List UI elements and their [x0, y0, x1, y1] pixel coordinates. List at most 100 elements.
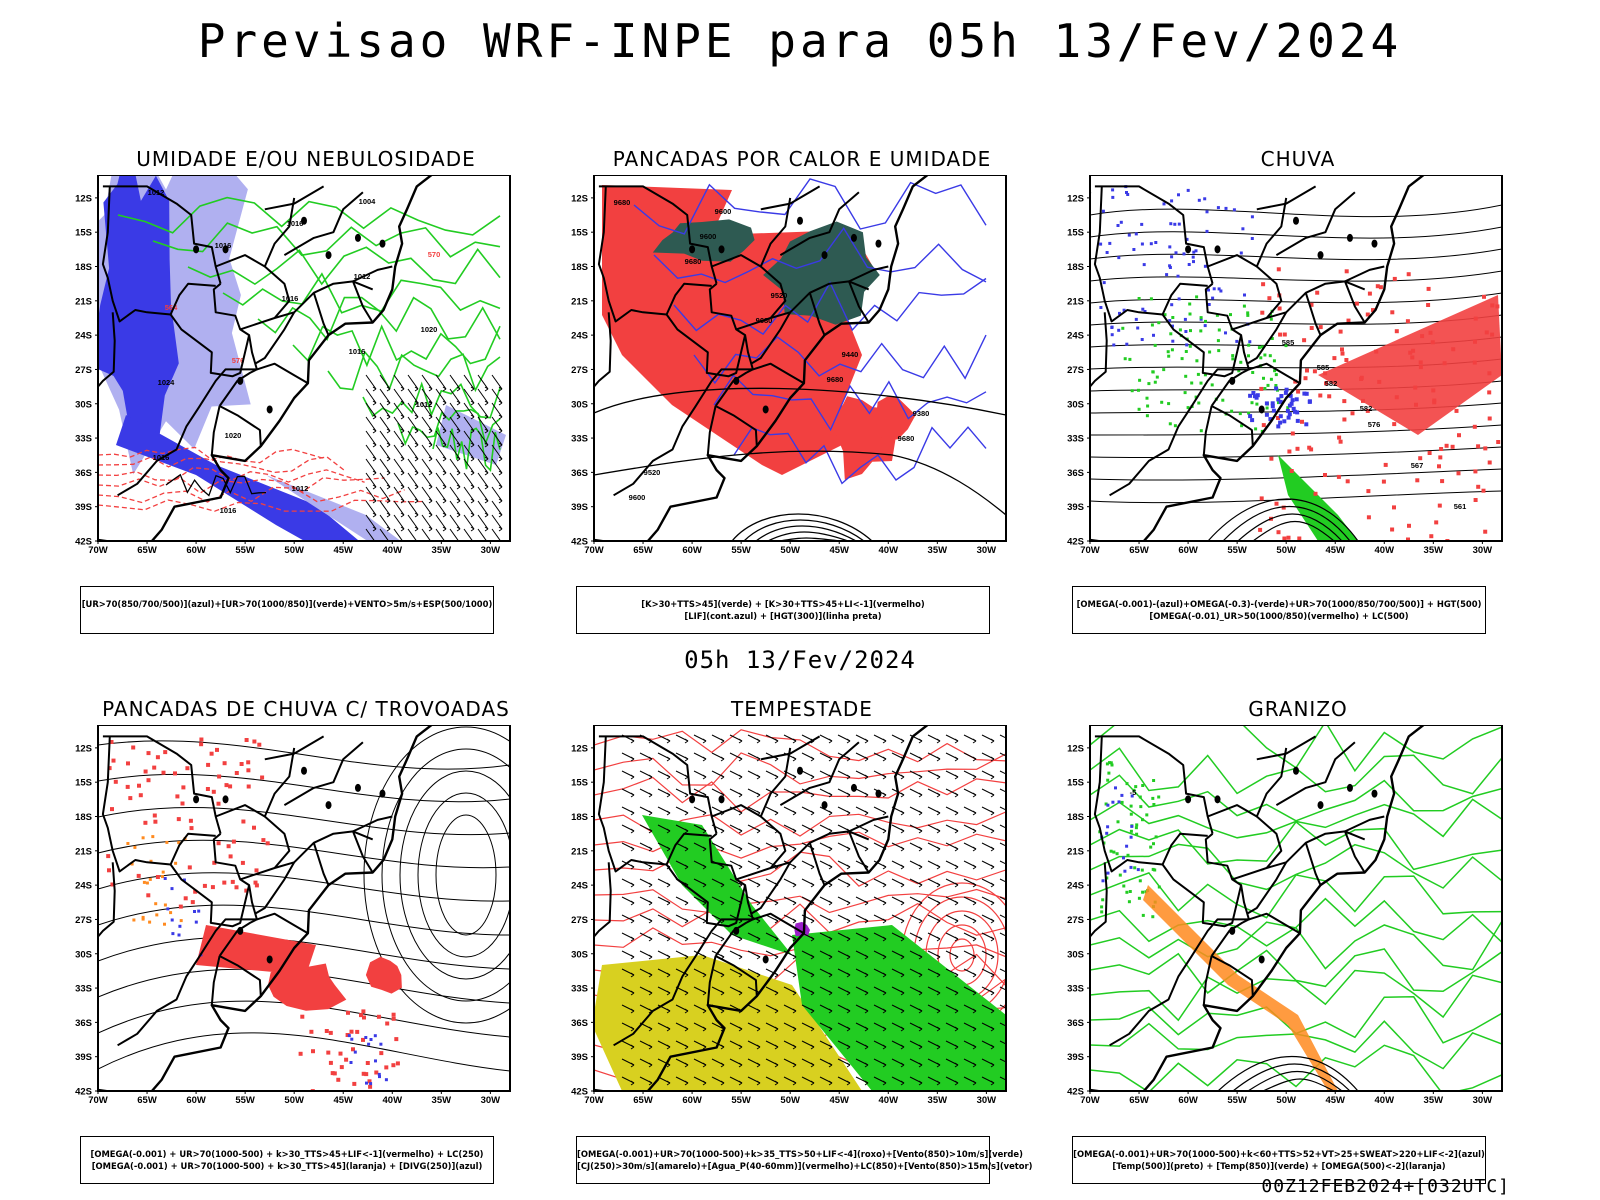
omega-blue-speck — [1250, 418, 1255, 423]
border-path — [1211, 955, 1254, 997]
wind-vector-head — [954, 990, 959, 996]
green-speck — [1107, 771, 1111, 775]
coastline-path — [594, 725, 929, 1091]
wind-vector-head — [828, 1062, 833, 1068]
rain-red-speck — [1431, 388, 1436, 393]
wind-vector-head — [882, 792, 887, 798]
wind-vector — [393, 486, 405, 502]
omega-blue-speck — [1241, 227, 1245, 231]
wind-vector-head — [882, 1026, 887, 1032]
wind-vector-head — [828, 1044, 833, 1050]
wind-vector — [463, 486, 475, 502]
omega-blue-speck — [1192, 260, 1195, 264]
storm-red-speck — [362, 1015, 366, 1020]
lat-tick-label: 42S — [75, 537, 92, 548]
hail-blue-speck — [1106, 825, 1110, 829]
lon-tick-label: 35W — [432, 1095, 452, 1106]
storm-red-speck — [260, 775, 265, 780]
wind-vector-head — [756, 918, 761, 924]
thickness-contour — [98, 499, 425, 512]
lon-tick-label: 30W — [977, 545, 997, 556]
omega-blue-speck — [1203, 197, 1207, 201]
wind-vector — [477, 444, 489, 460]
wind-vector-head — [414, 456, 419, 462]
wind-vector-head — [882, 918, 887, 924]
rain-red-speck — [1487, 371, 1492, 376]
wind-vector-head — [810, 936, 815, 942]
wind-vector — [365, 500, 377, 516]
contour-label: 564 — [165, 303, 178, 312]
wind-vector-head — [792, 1008, 797, 1014]
rain-red-speck — [1392, 276, 1397, 281]
wind-vector-head — [918, 936, 923, 942]
wind-vector-head — [386, 456, 391, 462]
wind-vector — [491, 458, 503, 474]
lon-tick-label: 65W — [137, 545, 157, 556]
orange-speck — [132, 918, 136, 922]
omega-blue-speck — [1282, 419, 1287, 424]
omega-blue-speck — [1207, 303, 1211, 306]
legend-line: [UR>70(850/700/500)](azul)+[UR>70(1000/8… — [81, 599, 493, 609]
orange-speck — [133, 845, 137, 849]
lon-tick-label: 50W — [780, 1095, 800, 1106]
rain-red-speck — [1337, 435, 1342, 440]
wind-vector-head — [972, 1044, 977, 1050]
border-path — [848, 831, 870, 874]
storm-red-speck — [199, 737, 204, 742]
wind-vector-head — [810, 972, 815, 978]
storm-red-speck — [336, 1077, 341, 1082]
border-path — [1246, 861, 1288, 915]
omega-green-speck — [1247, 343, 1251, 347]
omega-green-speck — [1168, 422, 1172, 426]
wind-vector-head — [882, 1080, 887, 1086]
wind-vector-head — [484, 400, 489, 406]
wind-vector-head — [702, 1008, 707, 1014]
main-title: Previsao WRF-INPE para 05h 13/Fev/2024 — [197, 14, 1403, 68]
wind-vector-head — [792, 810, 797, 816]
storm-red-speck — [113, 779, 118, 784]
omega-blue-speck — [1126, 193, 1130, 196]
lat-tick-label: 24S — [75, 331, 92, 342]
green-speck — [1129, 812, 1133, 816]
omega-blue-speck — [1289, 401, 1294, 406]
wind-vector-head — [630, 900, 635, 906]
rain-red-speck — [1276, 416, 1280, 420]
wind-vector-head — [738, 738, 743, 744]
temp500-contour — [1217, 1055, 1359, 1091]
wind-vector-head — [372, 442, 377, 448]
plot-layer: 9680968096809680968096009600952094409380… — [594, 175, 1006, 541]
green-speck — [1100, 905, 1104, 909]
green-speck — [1152, 779, 1156, 782]
lat-tick-label: 21S — [1067, 296, 1084, 307]
lake-mark — [1371, 239, 1378, 248]
wind-vector — [477, 430, 489, 446]
lat-tick-label: 24S — [75, 881, 92, 892]
lake-mark — [1371, 789, 1378, 798]
wind-vector-head — [990, 1044, 995, 1050]
wind-vector-head — [972, 756, 977, 762]
wind-vector — [477, 500, 489, 516]
hgt-contour — [594, 387, 1006, 416]
lat-tick-label: 42S — [1067, 1087, 1084, 1098]
rain-red-speck — [1394, 395, 1399, 400]
wind-vector-head — [470, 484, 475, 490]
wind-vector — [407, 416, 419, 432]
wind-vector-head — [738, 774, 743, 780]
wind-vector-head — [774, 774, 779, 780]
storm-red-speck — [143, 820, 148, 825]
wind-vector-head — [428, 386, 433, 392]
lat-tick-label: 33S — [1067, 434, 1084, 445]
storm-red-speck — [131, 745, 136, 750]
legend-line: [LIF](cont.azul) + [HGT(300)](linha pret… — [684, 611, 882, 621]
wind-vector-head — [954, 936, 959, 942]
wind-vector-head — [900, 774, 905, 780]
streamline-loop — [435, 814, 497, 936]
wind-vector-head — [484, 484, 489, 490]
wind-vector — [999, 1076, 1006, 1081]
contour-label: 1016 — [220, 506, 237, 515]
wind-vector — [407, 486, 419, 502]
wind-vector-head — [810, 990, 815, 996]
storm-red-speck — [205, 787, 210, 791]
wind-vector-head — [828, 792, 833, 798]
storm-red-speck — [246, 760, 251, 765]
